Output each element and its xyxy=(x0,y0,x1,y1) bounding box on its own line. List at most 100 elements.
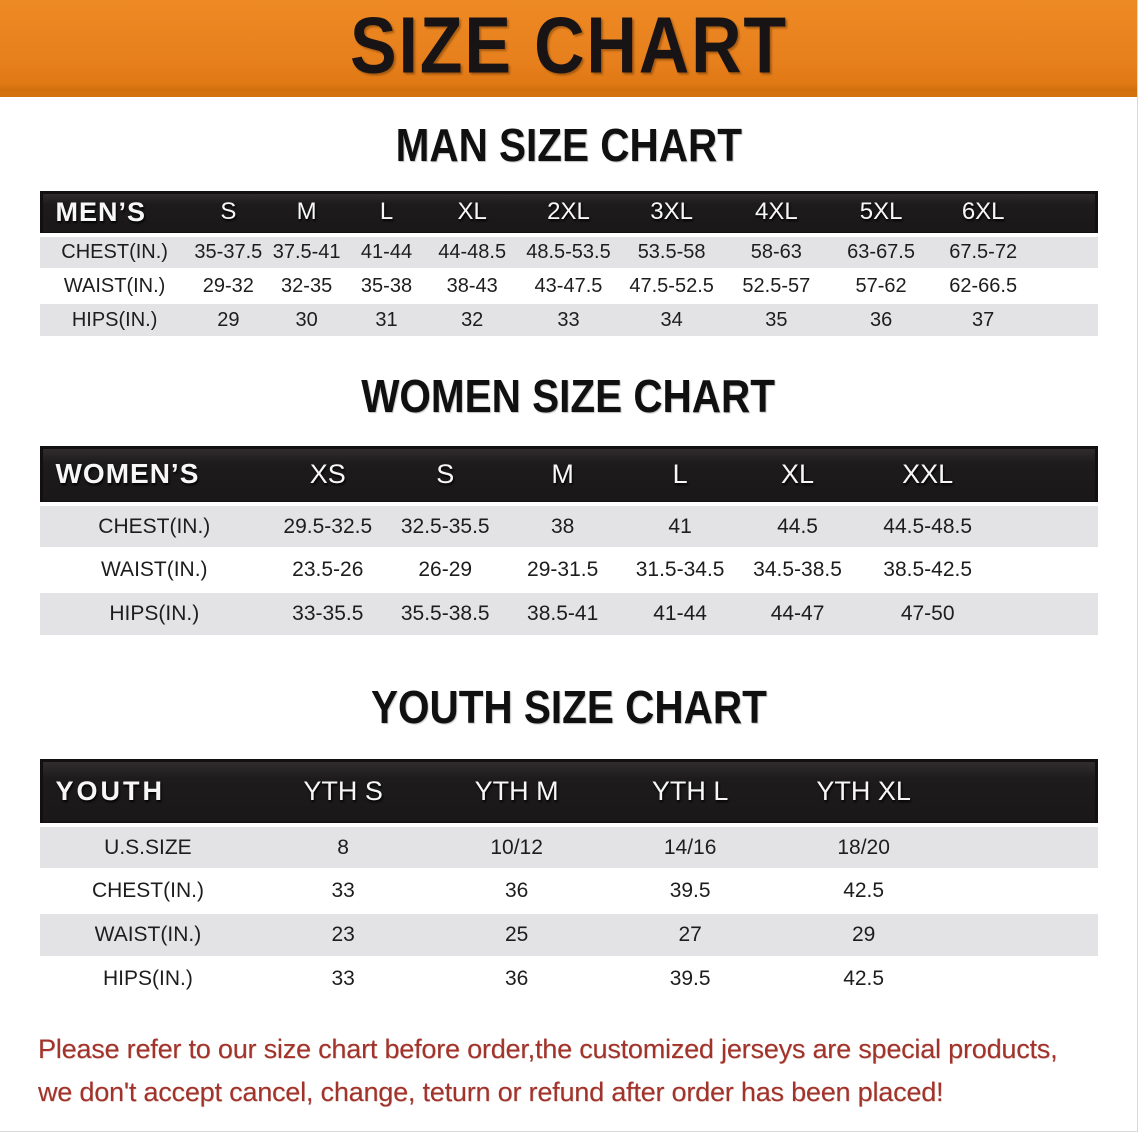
table-cell: 39.5 xyxy=(669,879,711,902)
section-men: MAN SIZE CHART MEN’S S M L XL 2XL 3XL 4XL 5XL 6XL… xyxy=(0,121,1137,338)
spacer-cell xyxy=(950,913,1097,957)
table-cell: 52.5-57 xyxy=(742,274,811,297)
table-cell: 36 xyxy=(869,308,893,331)
spacer-cell xyxy=(1032,191,1098,237)
table-cell: 41-44 xyxy=(653,602,707,625)
size-column-header: 2XL xyxy=(517,191,620,237)
table-cell: 43-47.5 xyxy=(534,274,603,297)
table-cell: 23 xyxy=(331,923,355,946)
table-cell: 38-43 xyxy=(446,274,498,297)
table-cell: 44-47 xyxy=(770,602,825,625)
table-header-row: YOUTH YTH S YTH M YTH L YTH XL xyxy=(39,759,1098,827)
banner-title: SIZE CHART xyxy=(349,0,788,91)
row-label: WAIST(IN.) xyxy=(101,558,208,581)
table-cell: 29.5-32.5 xyxy=(283,514,373,538)
table-cell: 42.5 xyxy=(843,879,885,902)
section-women: WOMEN SIZE CHART WOMEN’S XS S M L XL XXL CHEST(… xyxy=(0,372,1137,637)
table-cell: 41 xyxy=(668,514,692,538)
table-row: HIPS(IN.) 29 30 31 32 33 34 35 36 37 xyxy=(39,303,1098,337)
size-column-header: 4XL xyxy=(723,191,829,237)
table-cell: 58-63 xyxy=(750,241,802,263)
youth-section-heading: YOUTH SIZE CHART xyxy=(0,683,1137,731)
table-cell: 67.5-72 xyxy=(949,241,1018,263)
table-cell: 26-29 xyxy=(418,558,473,581)
table-cell: 57-62 xyxy=(855,274,907,297)
size-column-header: YTH M xyxy=(429,759,604,827)
table-row: CHEST(IN.) 33 36 39.5 42.5 xyxy=(39,869,1098,913)
row-label: CHEST(IN.) xyxy=(98,514,211,538)
table-header-row: WOMEN’S XS S M L XL XXL xyxy=(39,446,1098,506)
table-cell: 33 xyxy=(331,967,355,990)
row-label: WAIST(IN.) xyxy=(94,923,202,946)
spacer-cell xyxy=(950,825,1097,869)
size-column-header: XS xyxy=(269,446,387,506)
size-column-header: S xyxy=(189,191,267,237)
size-column-header: YTH XL xyxy=(776,759,951,827)
table-row: WAIST(IN.) 29-32 32-35 35-38 38-43 43-47.5 47.… xyxy=(39,269,1098,303)
table-cell: 63-67.5 xyxy=(847,241,915,263)
table-cell: 29-31.5 xyxy=(527,558,599,581)
size-column-header: S xyxy=(386,446,504,506)
table-cell: 48.5-53.5 xyxy=(526,241,611,263)
table-cell: 35 xyxy=(765,308,788,331)
table-cell: 33 xyxy=(557,308,580,331)
spacer-cell xyxy=(1033,303,1098,337)
spacer-cell xyxy=(999,504,1097,548)
table-cell: 33-35.5 xyxy=(292,602,364,625)
size-column-header: M xyxy=(503,446,622,506)
spacer-cell xyxy=(999,592,1097,636)
table-corner-label: MEN’S xyxy=(39,191,190,237)
table-corner-label: WOMEN’S xyxy=(39,446,270,506)
table-cell: 47.5-52.5 xyxy=(629,274,714,297)
table-cell: 38.5-42.5 xyxy=(883,558,973,581)
table-cell: 35-37.5 xyxy=(194,241,263,263)
table-cell: 37.5-41 xyxy=(272,241,341,263)
row-label: U.S.SIZE xyxy=(104,835,192,859)
row-label: CHEST(IN.) xyxy=(91,879,204,902)
table-cell: 35.5-38.5 xyxy=(400,602,490,625)
disclaimer: Please refer to our size chart before or… xyxy=(38,1028,1099,1114)
row-label: WAIST(IN.) xyxy=(63,274,166,297)
size-column-header: YTH L xyxy=(603,759,777,827)
table-cell: 27 xyxy=(678,923,702,946)
spacer-cell xyxy=(1033,269,1098,303)
spacer-cell xyxy=(950,957,1097,1001)
size-column-header: 3XL xyxy=(619,191,724,237)
row-label: HIPS(IN.) xyxy=(109,602,200,625)
size-column-header: 6XL xyxy=(933,191,1033,237)
men-size-table: MEN’S S M L XL 2XL 3XL 4XL 5XL 6XL CHEST(IN.) 35-37… xyxy=(39,191,1098,338)
table-cell: 29-32 xyxy=(202,274,254,297)
table-row: CHEST(IN.) 35-37.5 37.5-41 41-44 44-48.5 48.5… xyxy=(39,235,1098,269)
table-cell: 25 xyxy=(504,923,529,946)
banner: SIZE CHART xyxy=(0,0,1137,97)
men-section-heading-text: MAN SIZE CHART xyxy=(395,119,742,171)
table-row: WAIST(IN.) 23 25 27 29 xyxy=(39,913,1098,957)
table-cell: 39.5 xyxy=(669,967,711,990)
table-cell: 10/12 xyxy=(490,835,543,859)
table-row: WAIST(IN.) 23.5-26 26-29 29-31.5 31.5-34.5 34… xyxy=(39,548,1098,592)
table-cell: 14/16 xyxy=(663,835,717,859)
spacer-cell xyxy=(999,548,1097,592)
spacer-cell xyxy=(999,446,1098,506)
disclaimer-line-1: Please refer to our size chart before or… xyxy=(38,1034,1058,1064)
women-section-heading-text: WOMEN SIZE CHART xyxy=(361,370,776,422)
table-cell: 36 xyxy=(504,879,529,902)
row-label: HIPS(IN.) xyxy=(103,967,193,990)
table-cell: 42.5 xyxy=(843,967,885,990)
table-cell: 31 xyxy=(375,308,398,331)
size-column-header: XL xyxy=(426,191,518,237)
table-cell: 18/20 xyxy=(837,835,890,859)
table-row: CHEST(IN.) 29.5-32.5 32.5-35.5 38 41 44.5 44.5… xyxy=(39,504,1098,548)
table-cell: 30 xyxy=(295,308,318,331)
row-label: CHEST(IN.) xyxy=(61,241,168,263)
table-cell: 41-44 xyxy=(360,241,413,263)
table-cell: 38 xyxy=(550,514,575,538)
table-cell: 36 xyxy=(504,967,529,990)
spacer-cell xyxy=(1033,235,1098,269)
table-cell: 23.5-26 xyxy=(292,558,364,581)
table-row: HIPS(IN.) 33-35.5 35.5-38.5 38.5-41 41-44 44-… xyxy=(39,592,1098,636)
table-cell: 31.5-34.5 xyxy=(635,558,725,581)
table-cell: 34.5-38.5 xyxy=(753,558,842,581)
table-row: U.S.SIZE 8 10/12 14/16 18/20 xyxy=(39,825,1098,869)
